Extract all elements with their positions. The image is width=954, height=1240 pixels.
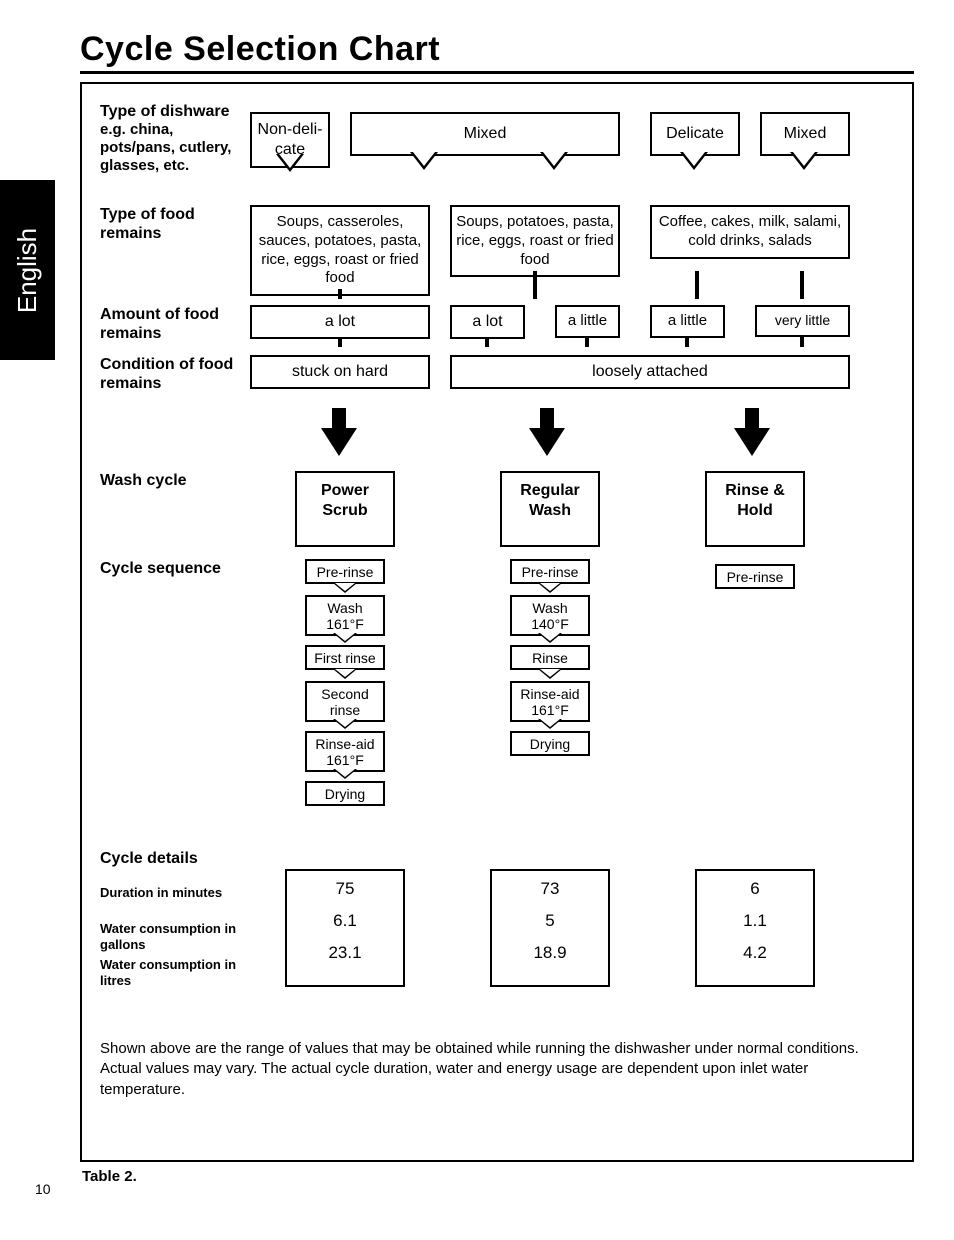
- seq1-step3: First rinse: [305, 645, 385, 670]
- page-title: Cycle Selection Chart: [80, 30, 914, 74]
- notch: [410, 152, 438, 170]
- seq2-step4: Rinse-aid 161°F: [510, 681, 590, 722]
- condition-box-2: loosely attached: [450, 355, 850, 389]
- seq1-step1: Pre-rinse: [305, 559, 385, 584]
- chev-icon: [333, 669, 357, 679]
- seq1-step4: Second rinse: [305, 681, 385, 722]
- condition-label: Condition of food remains: [100, 355, 250, 393]
- dishware-box-2: Mixed: [350, 112, 620, 156]
- notch: [680, 152, 708, 170]
- wash-cycle-box-1: Power Scrub: [295, 471, 395, 547]
- wash-cycle-label: Wash cycle: [100, 471, 250, 490]
- cycle-sequence-label: Cycle sequence: [100, 559, 250, 578]
- chev-icon: [538, 633, 562, 643]
- connector: [485, 337, 489, 347]
- metric-label-1: Duration in minutes: [100, 885, 222, 901]
- notch: [540, 152, 568, 170]
- language-tab-label: English: [12, 227, 43, 312]
- food-box-3: Coffee, cakes, milk, salami, cold drinks…: [650, 205, 850, 259]
- chev-icon: [538, 669, 562, 679]
- arrow-down-icon: [734, 428, 770, 456]
- page: English Cycle Selection Chart Type of di…: [0, 0, 954, 1215]
- detail-val: 6: [701, 879, 809, 899]
- details-col-3: 6 1.1 4.2: [695, 869, 815, 987]
- metric-label-3: Water consumption in litres: [100, 957, 250, 988]
- connector: [338, 289, 342, 299]
- connector: [533, 271, 537, 299]
- amount-box-4: a little: [650, 305, 725, 338]
- connector: [338, 337, 342, 347]
- wash-cycle-box-2: Regular Wash: [500, 471, 600, 547]
- dishware-label: Type of dishware: [100, 102, 242, 121]
- detail-val: 5: [496, 911, 604, 931]
- connector: [585, 337, 589, 347]
- seq2-step5: Drying: [510, 731, 590, 756]
- arrow-stem: [332, 408, 346, 430]
- arrow-down-icon: [321, 428, 357, 456]
- notch: [790, 152, 818, 170]
- dishware-sublabel: e.g. china, pots/pans, cutlery, glasses,…: [100, 121, 242, 175]
- chev-icon: [333, 719, 357, 729]
- seq2-step3: Rinse: [510, 645, 590, 670]
- condition-box-1: stuck on hard: [250, 355, 430, 389]
- detail-val: 73: [496, 879, 604, 899]
- seq1-step2: Wash 161°F: [305, 595, 385, 636]
- connector: [695, 271, 699, 299]
- chev-icon: [333, 633, 357, 643]
- details-col-2: 73 5 18.9: [490, 869, 610, 987]
- detail-val: 75: [291, 879, 399, 899]
- seq3-step1: Pre-rinse: [715, 564, 795, 589]
- wash-cycle-box-3: Rinse & Hold: [705, 471, 805, 547]
- metric-label-2: Water consumption in gallons: [100, 921, 250, 952]
- arrow-stem: [745, 408, 759, 430]
- amount-label: Amount of food remains: [100, 305, 250, 343]
- detail-val: 23.1: [291, 943, 399, 963]
- food-remains-label: Type of food remains: [100, 205, 250, 243]
- seq1-step5: Rinse-aid 161°F: [305, 731, 385, 772]
- dishware-box-3: Delicate: [650, 112, 740, 156]
- detail-val: 4.2: [701, 943, 809, 963]
- amount-box-3: a little: [555, 305, 620, 338]
- page-number: 10: [35, 1181, 51, 1197]
- amount-box-5: very little: [755, 305, 850, 337]
- connector: [800, 337, 804, 347]
- arrow-stem: [540, 408, 554, 430]
- amount-box-1: a lot: [250, 305, 430, 339]
- chev-icon: [333, 583, 357, 593]
- detail-val: 18.9: [496, 943, 604, 963]
- food-box-1: Soups, casseroles, sauces, potatoes, pas…: [250, 205, 430, 296]
- amount-box-2: a lot: [450, 305, 525, 339]
- detail-val: 1.1: [701, 911, 809, 931]
- dishware-box-4: Mixed: [760, 112, 850, 156]
- cycle-details-label: Cycle details: [100, 849, 242, 868]
- arrow-down-icon: [529, 428, 565, 456]
- details-col-1: 75 6.1 23.1: [285, 869, 405, 987]
- seq2-step2: Wash 140°F: [510, 595, 590, 636]
- connector: [685, 337, 689, 347]
- table-label: Table 2.: [82, 1168, 914, 1185]
- seq1-step6: Drying: [305, 781, 385, 806]
- seq2-step1: Pre-rinse: [510, 559, 590, 584]
- chev-icon: [333, 769, 357, 779]
- chev-icon: [538, 583, 562, 593]
- footnote: Shown above are the range of values that…: [100, 1039, 894, 1100]
- notch: [276, 154, 304, 172]
- connector: [800, 271, 804, 299]
- chart-frame: Type of dishware e.g. china, pots/pans, …: [80, 82, 914, 1162]
- chev-icon: [538, 719, 562, 729]
- food-box-2: Soups, potatoes, pasta, rice, eggs, roas…: [450, 205, 620, 277]
- language-tab: English: [0, 180, 55, 360]
- detail-val: 6.1: [291, 911, 399, 931]
